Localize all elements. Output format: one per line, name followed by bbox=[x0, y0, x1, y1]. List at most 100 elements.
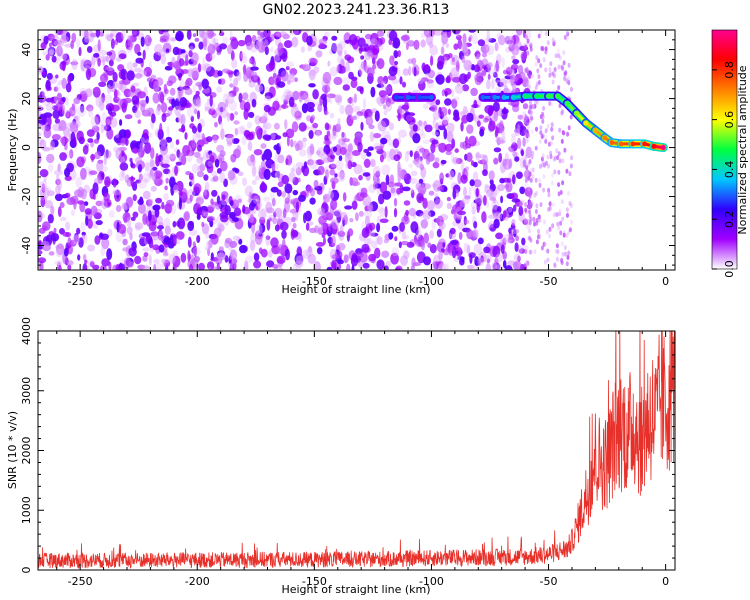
noise-blob bbox=[376, 236, 383, 246]
noise-blob bbox=[537, 228, 540, 234]
noise-blob bbox=[477, 237, 484, 245]
noise-blob bbox=[557, 85, 561, 91]
signal-track-point bbox=[618, 141, 624, 147]
noise-blob bbox=[542, 105, 546, 111]
noise-blob bbox=[415, 209, 424, 217]
noise-blob bbox=[233, 77, 239, 87]
noise-blob bbox=[52, 109, 60, 120]
noise-blob bbox=[336, 64, 340, 74]
noise-blob bbox=[342, 84, 350, 91]
noise-blob bbox=[528, 228, 531, 234]
noise-blob bbox=[143, 66, 152, 77]
noise-blob bbox=[519, 71, 526, 79]
noise-blob bbox=[355, 112, 362, 119]
noise-blob bbox=[388, 122, 394, 131]
noise-blob bbox=[175, 117, 180, 123]
noise-blob bbox=[548, 101, 552, 106]
noise-blob bbox=[423, 232, 429, 244]
noise-blob bbox=[408, 163, 414, 168]
noise-blob bbox=[559, 189, 563, 195]
noise-blob bbox=[258, 247, 263, 254]
noise-blob bbox=[212, 266, 218, 270]
noise-blob bbox=[143, 178, 149, 183]
noise-blob bbox=[526, 38, 530, 44]
noise-blob bbox=[191, 138, 195, 149]
noise-blob bbox=[219, 43, 227, 50]
noise-blob bbox=[101, 124, 108, 131]
noise-blob bbox=[263, 168, 271, 180]
noise-blob bbox=[195, 96, 201, 107]
noise-blob bbox=[59, 152, 67, 161]
noise-blob bbox=[262, 122, 272, 130]
noise-blob bbox=[199, 163, 206, 172]
noise-blob bbox=[559, 220, 563, 226]
noise-blob bbox=[257, 30, 261, 36]
noise-blob bbox=[377, 120, 387, 132]
noise-blob bbox=[119, 171, 125, 182]
noise-blob bbox=[557, 182, 561, 188]
noise-blob bbox=[217, 70, 223, 77]
noise-blob bbox=[558, 103, 562, 109]
noise-blob bbox=[368, 124, 375, 130]
noise-blob bbox=[65, 82, 72, 93]
signal-track-point bbox=[393, 94, 399, 100]
noise-blob bbox=[530, 115, 534, 121]
noise-blob bbox=[204, 184, 207, 197]
noise-blob bbox=[249, 202, 255, 211]
noise-blob bbox=[253, 195, 259, 204]
noise-blob bbox=[106, 51, 113, 56]
noise-blob bbox=[219, 150, 226, 157]
noise-blob bbox=[517, 124, 521, 135]
noise-blob bbox=[439, 172, 444, 183]
colorbar-tick-label: 0.6 bbox=[723, 111, 736, 129]
noise-blob bbox=[210, 233, 219, 245]
noise-blob bbox=[281, 230, 287, 239]
noise-blob bbox=[50, 232, 60, 242]
noise-blob bbox=[339, 146, 347, 156]
noise-blob bbox=[249, 214, 255, 223]
noise-blob bbox=[248, 57, 253, 64]
noise-blob bbox=[473, 179, 482, 188]
noise-blob bbox=[312, 122, 319, 129]
noise-blob bbox=[38, 131, 42, 137]
noise-blob bbox=[524, 132, 528, 138]
noise-blob bbox=[556, 249, 560, 255]
noise-blob bbox=[381, 130, 391, 138]
noise-blob bbox=[244, 255, 254, 263]
noise-blob bbox=[79, 88, 88, 95]
noise-blob bbox=[544, 138, 548, 144]
noise-blob bbox=[161, 258, 166, 269]
noise-blob bbox=[384, 102, 393, 112]
noise-blob bbox=[512, 260, 522, 270]
noise-blob bbox=[434, 198, 443, 209]
noise-blob bbox=[497, 139, 506, 144]
noise-blob bbox=[478, 114, 485, 119]
noise-blob bbox=[273, 144, 280, 151]
noise-blob bbox=[260, 181, 266, 192]
signal-track-point bbox=[480, 94, 486, 100]
noise-blob bbox=[530, 129, 534, 134]
signal-track-point bbox=[583, 120, 589, 126]
noise-blob bbox=[533, 103, 537, 109]
noise-blob bbox=[317, 103, 323, 113]
noise-blob bbox=[54, 30, 59, 39]
noise-blob bbox=[399, 222, 405, 232]
noise-blob bbox=[463, 49, 470, 57]
noise-blob bbox=[411, 170, 418, 176]
noise-blob bbox=[307, 44, 313, 52]
noise-blob bbox=[187, 236, 192, 248]
noise-blob bbox=[260, 143, 267, 149]
noise-blob bbox=[545, 127, 548, 133]
noise-blob bbox=[180, 113, 186, 126]
noise-blob bbox=[82, 145, 89, 155]
noise-blob bbox=[569, 114, 573, 120]
noise-blob bbox=[537, 214, 541, 220]
noise-blob bbox=[549, 140, 553, 146]
noise-blob bbox=[118, 224, 127, 234]
noise-blob bbox=[187, 250, 191, 263]
noise-blob bbox=[306, 101, 315, 109]
noise-blob bbox=[492, 245, 501, 258]
noise-blob bbox=[394, 236, 398, 242]
noise-blob bbox=[363, 158, 371, 168]
